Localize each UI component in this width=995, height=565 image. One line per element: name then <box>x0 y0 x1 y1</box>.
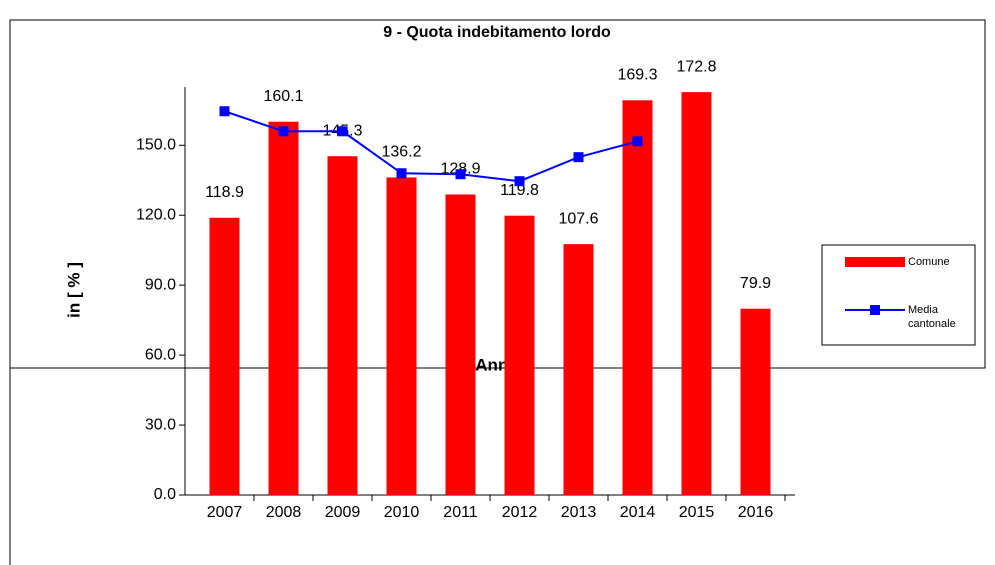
line-marker <box>219 106 230 117</box>
x-tick-label: 2016 <box>738 504 774 521</box>
x-tick-label: 2014 <box>620 504 656 521</box>
line-marker <box>337 126 348 137</box>
data-label: 169.3 <box>617 67 657 84</box>
legend-swatch <box>845 257 905 267</box>
legend-swatch <box>870 305 880 315</box>
x-tick-label: 2008 <box>266 504 302 521</box>
bar <box>268 121 299 496</box>
data-label: 119.8 <box>500 182 539 199</box>
data-label: 172.8 <box>676 58 716 75</box>
x-tick-label: 2011 <box>443 504 478 521</box>
line-marker <box>632 136 643 147</box>
y-tick-label: 90.0 <box>145 276 176 293</box>
line-marker <box>573 152 584 163</box>
data-label: 107.6 <box>558 210 598 227</box>
y-tick-label: 60.0 <box>145 346 176 363</box>
line-marker <box>514 176 525 187</box>
bar <box>504 215 535 495</box>
legend-label: Media cantonale <box>908 304 956 330</box>
data-label: 79.9 <box>740 275 771 292</box>
bar <box>740 308 771 495</box>
bar <box>622 100 653 495</box>
bar <box>445 194 476 495</box>
y-axis-label: in [ % ] <box>64 262 83 318</box>
legend-label: Comune <box>908 256 950 268</box>
x-tick-label: 2007 <box>207 504 243 521</box>
data-label: 160.1 <box>263 88 303 105</box>
x-tick-label: 2013 <box>561 504 597 521</box>
bar <box>327 156 358 496</box>
line-marker <box>396 168 407 179</box>
y-tick-label: 120.0 <box>136 206 176 223</box>
line-marker <box>278 126 289 137</box>
x-tick-label: 2012 <box>502 504 538 521</box>
x-tick-label: 2015 <box>679 504 715 521</box>
chart-border <box>9 19 986 565</box>
y-tick-label: 30.0 <box>145 416 176 433</box>
x-tick-label: 2010 <box>384 504 420 521</box>
bar <box>209 217 240 495</box>
bar <box>681 92 712 495</box>
bar <box>386 177 417 496</box>
data-label: 136.2 <box>381 144 421 161</box>
line-marker <box>455 169 466 180</box>
chart-title: 9 - Quota indebitamento lordo <box>383 24 611 41</box>
y-tick-label: 0.0 <box>154 486 176 503</box>
line <box>224 110 638 183</box>
bar <box>563 244 594 495</box>
x-tick-label: 2009 <box>325 504 361 521</box>
data-label: 118.9 <box>205 184 244 201</box>
y-tick-label: 150.0 <box>136 137 176 154</box>
